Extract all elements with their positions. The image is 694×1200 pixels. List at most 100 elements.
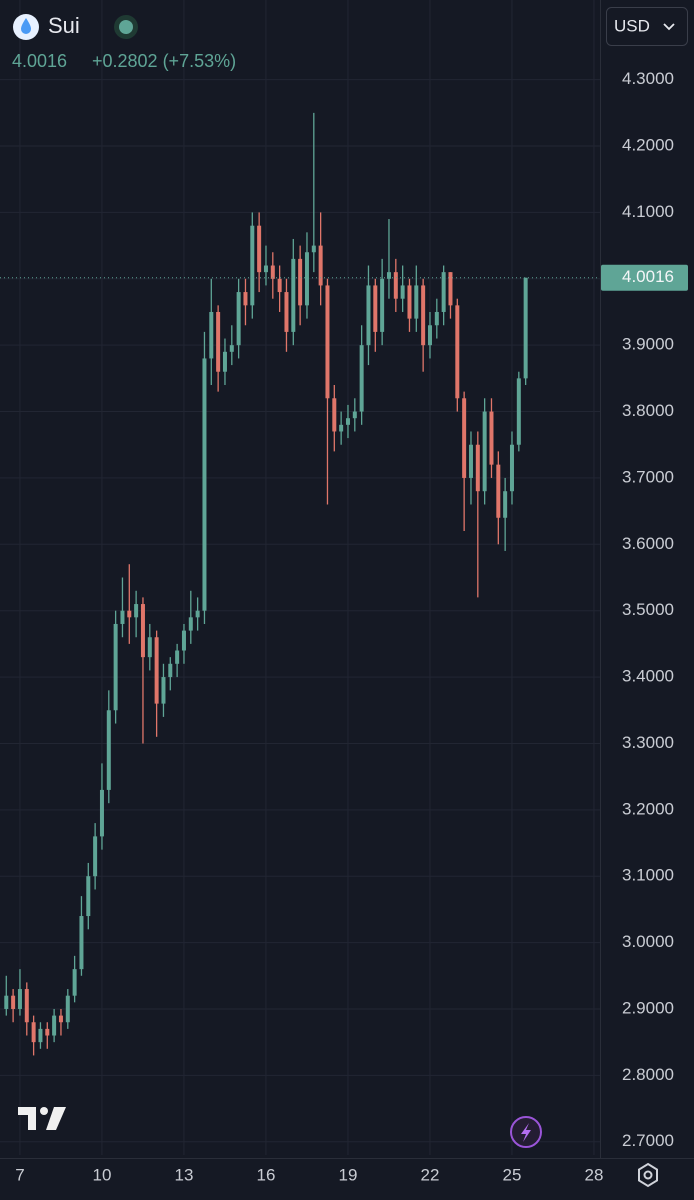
settings-hex[interactable] (638, 1162, 658, 1188)
candle-body (209, 311, 214, 359)
settings-button[interactable] (638, 1162, 658, 1188)
symbol: Sui (48, 13, 80, 38)
y-tick-label: 3.9000 (622, 335, 674, 354)
y-tick-label: 3.7000 (622, 467, 674, 486)
y-tick-label: 3.6000 (622, 534, 674, 553)
x-tick-label: 25 (503, 1165, 522, 1184)
candle-body (52, 1015, 57, 1036)
candle-body (468, 444, 473, 478)
candle-body (345, 418, 350, 425)
settings-center[interactable] (643, 1170, 653, 1180)
price: 4.0016 (12, 51, 67, 71)
candle-body (263, 265, 268, 273)
logo-t (18, 1107, 36, 1130)
candle-body (250, 225, 255, 306)
y-tick-label: 3.3000 (622, 733, 674, 752)
candle-body (380, 278, 385, 332)
y-tick-label: 3.5000 (622, 600, 674, 619)
candle-body (120, 610, 125, 624)
candle-body (414, 285, 419, 319)
last-price-badge (601, 264, 688, 291)
candle-body (462, 398, 467, 478)
lightning-button[interactable] (510, 1116, 542, 1148)
candle-body (93, 836, 98, 877)
candle-body (441, 272, 446, 312)
currency-box[interactable] (606, 7, 688, 46)
y-tick-label: 3.8000 (622, 401, 674, 420)
candle-body (291, 258, 296, 332)
candle-body (4, 995, 9, 1009)
candle-body (421, 285, 426, 346)
candle-body (448, 272, 453, 306)
candle-body (195, 610, 200, 618)
candle-body (482, 411, 487, 492)
candle-body (38, 1028, 43, 1043)
x-tick-label: 10 (92, 1165, 111, 1184)
dropdown-arrow[interactable] (663, 23, 675, 31)
y-tick-label: 2.9000 (622, 998, 674, 1017)
candle-body (24, 989, 29, 1023)
candle-body (455, 305, 460, 399)
x-tick-label: 19 (339, 1165, 358, 1184)
y-tick-label: 3.1000 (622, 866, 674, 885)
candle-body (434, 311, 439, 326)
x-tick-label: 7 (15, 1165, 24, 1184)
candle-body (496, 464, 501, 518)
candle-body (257, 225, 262, 273)
candle-body (79, 916, 84, 970)
candle-body (229, 345, 234, 352)
candle-body (161, 677, 166, 704)
y-tick-label: 3.0000 (622, 932, 674, 951)
candle-body (147, 637, 152, 658)
x-tick-label: 22 (421, 1165, 440, 1184)
y-tick-label: 3.2000 (622, 799, 674, 818)
logo (18, 1107, 66, 1130)
time-axis (0, 1158, 694, 1200)
candle-body (188, 617, 193, 631)
candle-body (236, 292, 241, 346)
candle-body (154, 637, 159, 704)
candle-body (31, 1022, 36, 1043)
y-tick-label: 2.8000 (622, 1065, 674, 1084)
candle-body (339, 424, 344, 432)
candle-body (58, 1015, 63, 1023)
candle-body (181, 630, 186, 651)
candle-body (352, 411, 357, 419)
candle-body (127, 610, 132, 618)
candle-body (99, 789, 104, 837)
price-change: +0.2802 (+7.53%) (92, 51, 236, 71)
candle-body (270, 265, 275, 279)
candle-body (366, 285, 371, 346)
price-scale: 2.7000 2.8000 2.9000 3.0000 3.1000 3.2000 3.30… (601, 69, 688, 1150)
candle-body (523, 277, 528, 379)
candle-body (216, 311, 221, 372)
candle-body (86, 876, 91, 917)
time-scale: 7 10 13 16 19 22 25 28 (15, 1165, 603, 1184)
candle-body (113, 623, 118, 711)
candle-body (202, 358, 207, 611)
logo-v (46, 1107, 66, 1130)
candle-body (222, 351, 227, 372)
candle-body (407, 285, 412, 319)
currency-button[interactable]: USD (606, 7, 688, 46)
currency[interactable]: USD (614, 16, 650, 35)
lightning-icon[interactable] (521, 1123, 531, 1142)
candle-body (304, 252, 309, 306)
candle-body (277, 278, 282, 293)
candle-body (168, 663, 173, 678)
y-tick-label: 4.1000 (622, 202, 674, 221)
coin-drop (21, 18, 31, 34)
candle-body (400, 285, 405, 299)
candle-body (475, 444, 480, 492)
candle-body (427, 325, 432, 346)
x-tick-label: 28 (585, 1165, 604, 1184)
candle-body (11, 995, 16, 1009)
y-tick-label: 4.2000 (622, 136, 674, 155)
candle-body (311, 245, 316, 253)
candle-body (140, 604, 145, 658)
candle-body (503, 491, 508, 518)
candle-body (243, 292, 248, 306)
candle-body (318, 245, 323, 286)
